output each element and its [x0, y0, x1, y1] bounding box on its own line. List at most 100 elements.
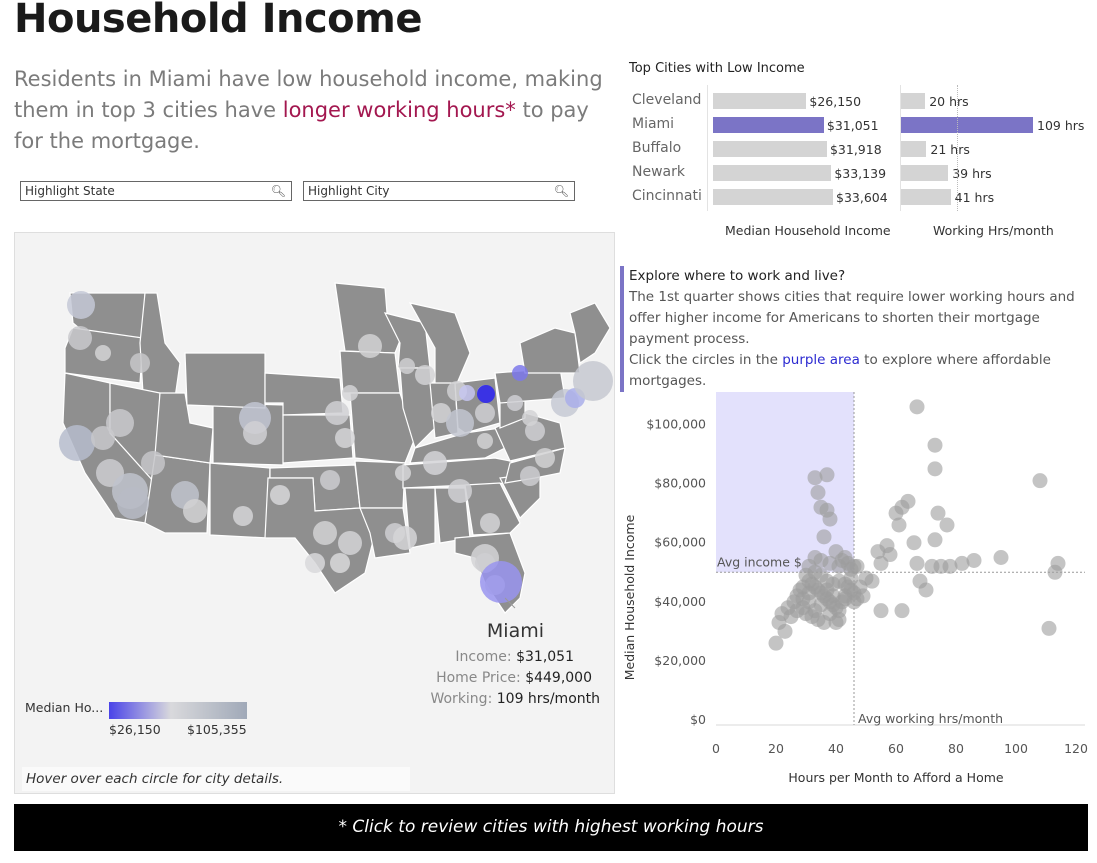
- scatter-point[interactable]: [927, 532, 943, 548]
- scatter-point[interactable]: [807, 470, 823, 486]
- scatter-point[interactable]: [954, 555, 970, 571]
- scatter-point[interactable]: [822, 511, 838, 527]
- city-circle[interactable]: [141, 451, 165, 475]
- highest-hours-button[interactable]: * Click to review cities with highest wo…: [14, 804, 1088, 851]
- city-circle[interactable]: [399, 358, 415, 374]
- city-circle[interactable]: [335, 428, 355, 448]
- city-circle[interactable]: [95, 345, 111, 361]
- scatter-point[interactable]: [777, 623, 793, 639]
- city-circle[interactable]: [91, 426, 115, 450]
- scatter-point[interactable]: [918, 582, 934, 598]
- city-circle[interactable]: [330, 553, 350, 573]
- income-bar-miami[interactable]: [713, 117, 824, 133]
- city-circle[interactable]: [130, 353, 150, 373]
- income-bar-cleveland[interactable]: [713, 93, 807, 109]
- city-circle[interactable]: [243, 421, 267, 445]
- city-circle[interactable]: [573, 361, 613, 401]
- hours-bar-buffalo[interactable]: [901, 141, 927, 157]
- city-circle[interactable]: [535, 448, 555, 468]
- scatter-point[interactable]: [819, 467, 835, 483]
- city-circle[interactable]: [475, 403, 495, 423]
- city-circle[interactable]: [342, 385, 358, 401]
- scatter-point[interactable]: [909, 555, 925, 571]
- city-circle[interactable]: [522, 410, 538, 426]
- bar-label-cleveland[interactable]: Cleveland: [632, 92, 702, 108]
- scatter-point[interactable]: [837, 591, 853, 607]
- city-circle[interactable]: [59, 425, 95, 461]
- highlight-city-input[interactable]: Highlight City 🔍︎: [303, 181, 575, 201]
- city-circle[interactable]: [395, 465, 411, 481]
- scatter-point[interactable]: [873, 603, 889, 619]
- city-circle[interactable]: [313, 521, 337, 545]
- bar-label-cincinnati[interactable]: Cincinnati: [632, 188, 702, 204]
- scatter-point[interactable]: [831, 612, 847, 628]
- city-circle[interactable]: [448, 479, 472, 503]
- scatter-point[interactable]: [801, 585, 817, 601]
- scatter-chart[interactable]: $0 $20,000 $40,000 $60,000 $80,000 $100,000 0 2…: [618, 385, 1093, 795]
- scatter-point[interactable]: [801, 558, 817, 574]
- city-circle[interactable]: [106, 409, 134, 437]
- scatter-point[interactable]: [1041, 620, 1057, 636]
- city-circle[interactable]: [393, 526, 417, 550]
- city-circle[interactable]: [477, 433, 493, 449]
- bar-label-miami[interactable]: Miami: [632, 116, 675, 132]
- scatter-point[interactable]: [882, 547, 898, 563]
- city-circle[interactable]: [520, 466, 540, 486]
- income-bar-cincinnati[interactable]: [713, 189, 833, 205]
- scatter-point[interactable]: [1032, 473, 1048, 489]
- city-circle[interactable]: [325, 401, 349, 425]
- city-circle[interactable]: [233, 506, 253, 526]
- scatter-point[interactable]: [900, 493, 916, 509]
- city-circle[interactable]: [358, 334, 382, 358]
- city-circle[interactable]: [270, 485, 290, 505]
- income-bar-buffalo[interactable]: [713, 141, 827, 157]
- income-bar-newark[interactable]: [713, 165, 832, 181]
- city-circle-miami[interactable]: [480, 561, 522, 603]
- highlight-state-input[interactable]: Highlight State 🔍︎: [20, 181, 292, 201]
- map-panel[interactable]: [14, 232, 615, 794]
- scatter-point[interactable]: [993, 550, 1009, 565]
- city-circle[interactable]: [117, 487, 149, 519]
- city-circle[interactable]: [446, 409, 474, 437]
- hours-bar-cincinnati[interactable]: [901, 189, 951, 205]
- scatter-point[interactable]: [768, 635, 784, 651]
- purple-area-link[interactable]: purple area: [782, 352, 860, 368]
- city-circle[interactable]: [338, 531, 362, 555]
- city-circle[interactable]: [320, 470, 340, 490]
- city-circle[interactable]: [415, 365, 435, 385]
- scatter-point[interactable]: [825, 588, 841, 604]
- scatter-point[interactable]: [822, 555, 838, 571]
- scatter-point[interactable]: [816, 529, 832, 545]
- scatter-point[interactable]: [891, 517, 907, 533]
- scatter-point[interactable]: [906, 535, 922, 551]
- bar-label-buffalo[interactable]: Buffalo: [632, 140, 682, 156]
- purple-quadrant[interactable]: [716, 392, 854, 573]
- scatter-point[interactable]: [930, 505, 946, 521]
- hours-bar-cleveland[interactable]: [901, 93, 926, 109]
- city-circle[interactable]: [512, 365, 528, 381]
- city-circle[interactable]: [183, 499, 207, 523]
- city-circle[interactable]: [459, 385, 475, 401]
- scatter-point[interactable]: [864, 573, 880, 589]
- scatter-point[interactable]: [810, 485, 826, 500]
- scatter-point[interactable]: [789, 603, 805, 619]
- city-circle[interactable]: [68, 326, 92, 350]
- scatter-point[interactable]: [894, 603, 910, 619]
- city-circle[interactable]: [480, 513, 500, 533]
- scatter-point[interactable]: [849, 558, 865, 574]
- scatter-point[interactable]: [813, 597, 829, 613]
- scatter-point[interactable]: [927, 461, 943, 477]
- scatter-point[interactable]: [1050, 555, 1066, 571]
- bar-label-newark[interactable]: Newark: [632, 164, 685, 180]
- city-circle-cleveland[interactable]: [477, 385, 495, 403]
- scatter-point[interactable]: [966, 552, 982, 568]
- scatter-point[interactable]: [909, 399, 925, 415]
- city-circle[interactable]: [431, 403, 451, 423]
- city-circle[interactable]: [507, 395, 523, 411]
- scatter-point[interactable]: [942, 558, 958, 574]
- city-circle[interactable]: [67, 291, 95, 319]
- us-map[interactable]: [15, 233, 616, 795]
- scatter-point[interactable]: [939, 517, 955, 533]
- scatter-point[interactable]: [927, 437, 943, 453]
- city-circle[interactable]: [305, 553, 325, 573]
